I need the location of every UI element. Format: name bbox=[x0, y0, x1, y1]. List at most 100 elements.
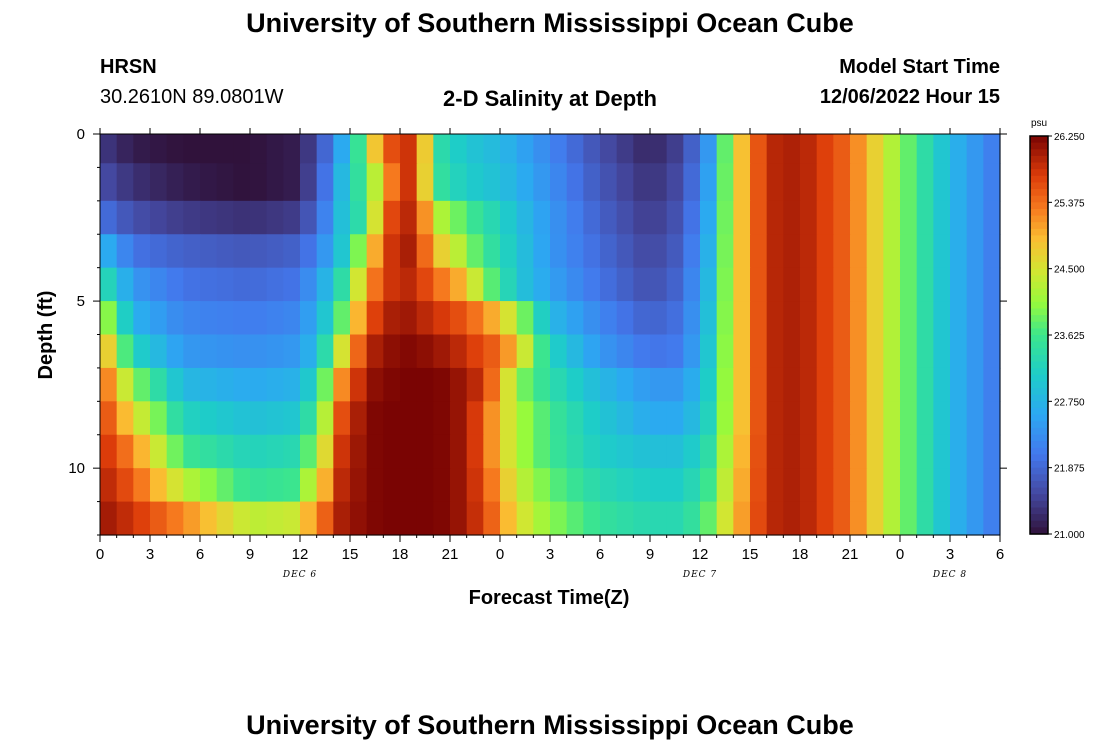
heatmap-cell bbox=[583, 434, 601, 469]
colorbar-segment bbox=[1030, 222, 1048, 230]
heatmap-cell bbox=[766, 434, 784, 469]
x-tick-label: 12 bbox=[292, 546, 309, 563]
heatmap-cell bbox=[700, 367, 718, 402]
heatmap-cell bbox=[416, 134, 434, 164]
heatmap-cell bbox=[766, 401, 784, 436]
heatmap-cell bbox=[916, 434, 934, 469]
heatmap-cell bbox=[250, 200, 268, 235]
heatmap-cell bbox=[200, 367, 218, 402]
heatmap-cell bbox=[683, 234, 701, 269]
heatmap-cell bbox=[650, 468, 668, 503]
heatmap-cell bbox=[533, 434, 551, 469]
heatmap-cell bbox=[633, 200, 651, 235]
x-tick-label: 18 bbox=[792, 546, 809, 563]
y-tick-label: 10 bbox=[68, 460, 85, 477]
heatmap-cell bbox=[316, 200, 334, 235]
heatmap-cell bbox=[350, 134, 368, 164]
heatmap-cell bbox=[166, 334, 184, 369]
heatmap-cell bbox=[716, 501, 734, 536]
heatmap-cell bbox=[416, 163, 434, 202]
heatmap-cell bbox=[400, 434, 418, 469]
colorbar-segment bbox=[1030, 162, 1048, 170]
heatmap-cell bbox=[116, 234, 134, 269]
heatmap-cell bbox=[483, 134, 501, 164]
x-tick-label: 21 bbox=[442, 546, 459, 563]
heatmap-cell bbox=[966, 367, 984, 402]
heatmap-cell bbox=[866, 468, 884, 503]
heatmap-cell bbox=[816, 501, 834, 536]
heatmap-cell bbox=[500, 200, 518, 235]
heatmap-cell bbox=[850, 501, 868, 536]
heatmap-cell bbox=[250, 163, 268, 202]
heatmap-cell bbox=[216, 501, 234, 536]
heatmap-cell bbox=[516, 234, 534, 269]
heatmap-cell bbox=[800, 267, 818, 302]
heatmap-cell bbox=[983, 401, 1001, 436]
heatmap-cell bbox=[850, 468, 868, 503]
heatmap-cell bbox=[533, 501, 551, 536]
heatmap-cell bbox=[300, 163, 318, 202]
heatmap-cell bbox=[616, 234, 634, 269]
heatmap-cell bbox=[683, 301, 701, 336]
heatmap-cell bbox=[166, 163, 184, 202]
heatmap-cell bbox=[400, 401, 418, 436]
heatmap-cell bbox=[933, 334, 951, 369]
y-tick-label: 0 bbox=[77, 126, 85, 143]
heatmap-cell bbox=[116, 468, 134, 503]
heatmap-cell bbox=[233, 267, 251, 302]
heatmap-cell bbox=[150, 367, 168, 402]
heatmap-cell bbox=[316, 234, 334, 269]
heatmap-cell bbox=[850, 401, 868, 436]
heatmap-cell bbox=[333, 334, 351, 369]
heatmap-cell bbox=[166, 468, 184, 503]
heatmap-cell bbox=[966, 200, 984, 235]
heatmap-cell bbox=[666, 501, 684, 536]
heatmap-cell bbox=[933, 434, 951, 469]
heatmap-cell bbox=[233, 301, 251, 336]
x-tick-label: 21 bbox=[842, 546, 859, 563]
heatmap-cell bbox=[416, 200, 434, 235]
heatmap-cell bbox=[433, 234, 451, 269]
heatmap-cell bbox=[400, 468, 418, 503]
heatmap-cell bbox=[200, 267, 218, 302]
heatmap-cell bbox=[783, 367, 801, 402]
heatmap-cell bbox=[666, 163, 684, 202]
heatmap-cell bbox=[850, 163, 868, 202]
heatmap-cell bbox=[966, 434, 984, 469]
colorbar-segment bbox=[1030, 427, 1048, 436]
heatmap-cell bbox=[100, 401, 118, 436]
heatmap-cell bbox=[883, 401, 901, 436]
colorbar-segment bbox=[1030, 514, 1048, 522]
colorbar-segment bbox=[1030, 281, 1048, 290]
heatmap-cell bbox=[700, 401, 718, 436]
colorbar-segment bbox=[1030, 507, 1048, 515]
heatmap-cell bbox=[666, 401, 684, 436]
heatmap-cell bbox=[116, 334, 134, 369]
heatmap-cell bbox=[600, 234, 618, 269]
heatmap-cell bbox=[866, 434, 884, 469]
heatmap-cell bbox=[683, 434, 701, 469]
heatmap-cell bbox=[966, 401, 984, 436]
heatmap-cell bbox=[116, 267, 134, 302]
heatmap-cell bbox=[333, 234, 351, 269]
heatmap-cell bbox=[733, 401, 751, 436]
heatmap-cell bbox=[266, 501, 284, 536]
colorbar-segment bbox=[1030, 474, 1048, 482]
heatmap-cell bbox=[983, 434, 1001, 469]
x-tick-label: 6 bbox=[196, 546, 204, 563]
heatmap-cell bbox=[316, 267, 334, 302]
heatmap-cell bbox=[733, 301, 751, 336]
heatmap-cell bbox=[300, 200, 318, 235]
heatmap-cell bbox=[916, 301, 934, 336]
heatmap-cell bbox=[516, 367, 534, 402]
heatmap-cell bbox=[483, 301, 501, 336]
heatmap-cell bbox=[550, 401, 568, 436]
heatmap-cell bbox=[883, 234, 901, 269]
heatmap-cell bbox=[516, 163, 534, 202]
heatmap-cell bbox=[133, 301, 151, 336]
heatmap-cell bbox=[833, 301, 851, 336]
heatmap-cell bbox=[733, 468, 751, 503]
heatmap-cell bbox=[483, 468, 501, 503]
heatmap-cell bbox=[516, 401, 534, 436]
heatmap-cell bbox=[983, 301, 1001, 336]
